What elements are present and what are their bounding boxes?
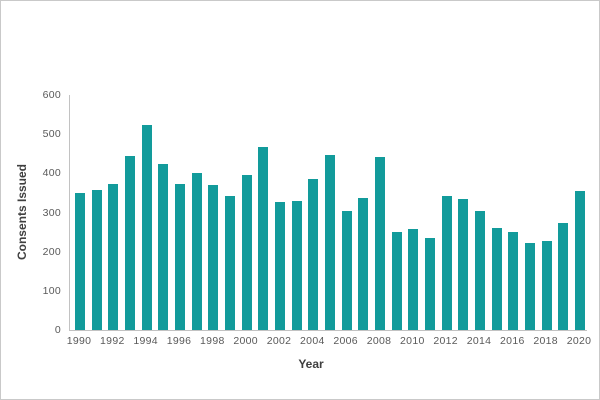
bar-2013 — [458, 199, 469, 330]
x-tick-label-1994: 1994 — [133, 335, 158, 347]
x-tick-label-2014: 2014 — [466, 335, 492, 347]
x-tick-label-2008: 2008 — [366, 335, 392, 347]
x-tick-label-1998: 1998 — [200, 335, 225, 347]
y-tick-label-100: 100 — [42, 284, 61, 297]
bar-2008 — [375, 157, 385, 330]
bar-2009 — [391, 232, 402, 330]
x-tick-label-2012: 2012 — [433, 335, 458, 347]
x-tick-label-2006: 2006 — [333, 335, 358, 347]
bar-1994 — [141, 125, 152, 330]
bar-1991 — [91, 190, 102, 330]
plot-area — [69, 95, 587, 331]
x-tick-label-2018: 2018 — [533, 335, 558, 347]
bar-2014 — [475, 211, 485, 330]
x-tick-label-2010: 2010 — [400, 335, 425, 347]
bar-2016 — [508, 232, 519, 330]
bar-2000 — [241, 175, 252, 330]
y-tick-label-600: 600 — [42, 89, 61, 101]
y-tick-label-200: 200 — [42, 245, 61, 258]
x-tick-label-2020: 2020 — [566, 335, 592, 347]
bar-2017 — [525, 243, 535, 330]
bar-2012 — [441, 196, 452, 330]
x-axis-title: Year — [298, 357, 324, 371]
bar-2018 — [541, 241, 552, 330]
bar-1995 — [158, 164, 169, 330]
x-tick-label-1996: 1996 — [166, 335, 192, 347]
bar-2015 — [491, 228, 502, 330]
bar-2001 — [258, 147, 269, 330]
x-tick-label-1990: 1990 — [66, 335, 92, 347]
x-tick-label-2016: 2016 — [500, 335, 525, 347]
x-tick-label-2000: 2000 — [233, 335, 258, 347]
x-tick-label-2004: 2004 — [300, 335, 325, 347]
x-tick-label-2002: 2002 — [266, 335, 292, 347]
y-tick-label-400: 400 — [42, 167, 61, 180]
bar-1996 — [175, 184, 185, 330]
y-tick-label-0: 0 — [54, 324, 61, 336]
x-tick-label-1992: 1992 — [100, 335, 125, 347]
bar-2006 — [341, 211, 352, 330]
bar-2010 — [408, 229, 419, 330]
bar-2005 — [325, 155, 335, 330]
y-tick-label-300: 300 — [42, 206, 61, 219]
y-tick-label-500: 500 — [42, 128, 61, 141]
bar-2007 — [358, 198, 369, 330]
bar-2019 — [558, 223, 569, 330]
bar-2011 — [425, 238, 435, 330]
bar-2003 — [291, 201, 302, 330]
bar-1998 — [208, 185, 219, 330]
bar-2004 — [308, 179, 319, 330]
bar-2002 — [275, 202, 285, 330]
bar-1990 — [75, 193, 85, 330]
bar-2020 — [575, 191, 585, 330]
bar-1999 — [225, 196, 235, 330]
bar-1993 — [125, 156, 135, 330]
bar-1992 — [108, 184, 119, 330]
bar-1997 — [191, 173, 202, 330]
